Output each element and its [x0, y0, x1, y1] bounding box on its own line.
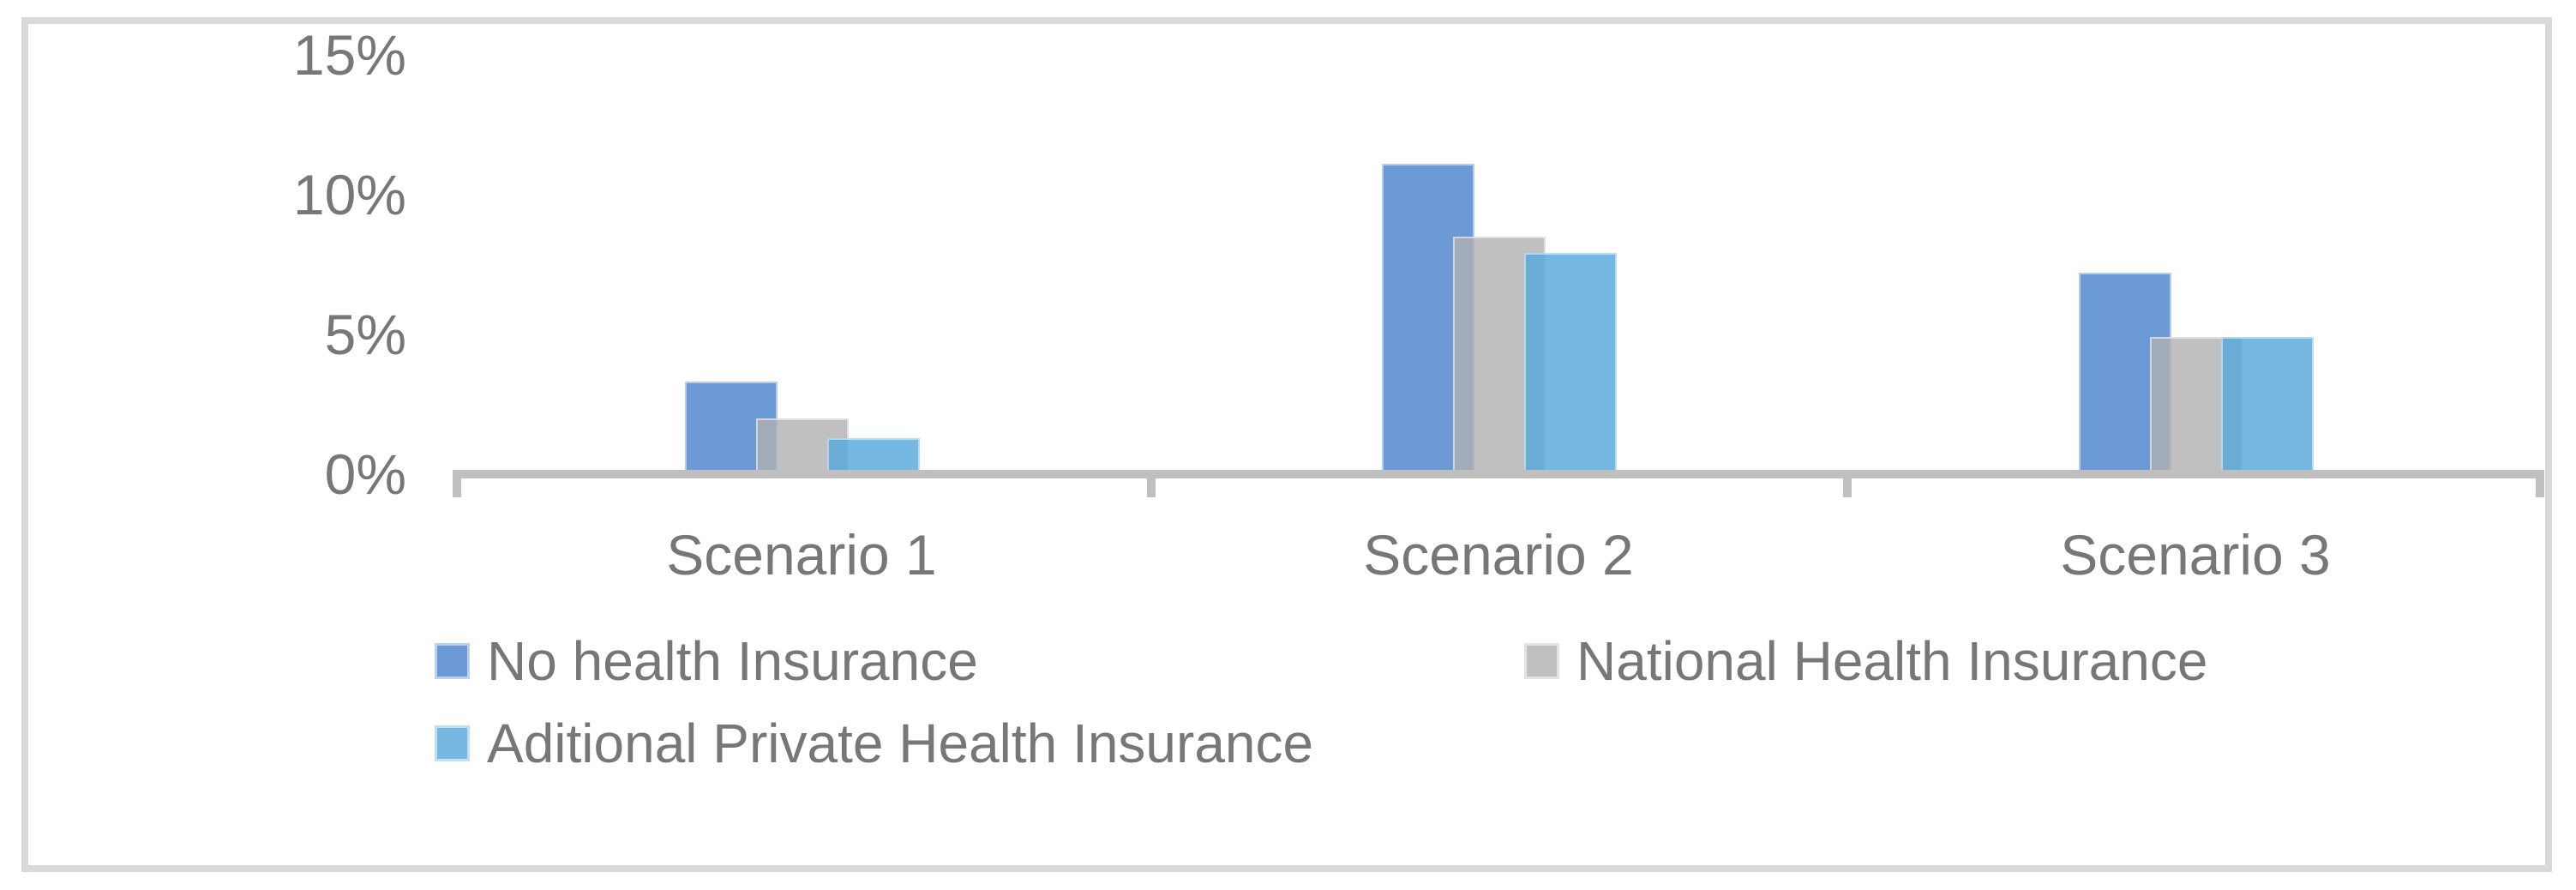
bar-scenario-3-series-2 — [2221, 337, 2314, 477]
legend-item-aditional-private-health-insurance: Aditional Private Health Insurance — [435, 713, 1314, 774]
y-axis-tick-label-0: 0% — [324, 442, 406, 506]
x-axis-tick — [1147, 470, 1156, 497]
legend-label-national-health-insurance: National Health Insurance — [1576, 630, 2208, 692]
legend-item-national-health-insurance: National Health Insurance — [1524, 630, 2208, 692]
category-label-scenario-1: Scenario 1 — [666, 523, 937, 586]
category-label-scenario-3: Scenario 3 — [2060, 523, 2331, 586]
y-axis-tick-label-15: 15% — [292, 23, 406, 87]
legend-label-aditional-private-health-insurance: Aditional Private Health Insurance — [487, 713, 1314, 774]
legend-swatch-national-health-insurance — [1524, 643, 1559, 679]
legend-swatch-no-health-insurance — [435, 643, 470, 679]
category-label-scenario-2: Scenario 2 — [1363, 523, 1634, 586]
bar-scenario-2-series-2 — [1524, 253, 1617, 477]
x-axis-tick — [453, 470, 461, 497]
legend-item-no-health-insurance: No health Insurance — [435, 630, 978, 692]
legend-swatch-aditional-private-health-insurance — [435, 725, 470, 761]
x-axis-tick — [1843, 470, 1852, 497]
legend-label-no-health-insurance: No health Insurance — [487, 630, 978, 692]
y-axis-tick-label-10: 10% — [292, 163, 406, 226]
chart-outer-border — [21, 17, 2552, 872]
y-axis-tick-label-5: 5% — [324, 303, 406, 366]
x-axis-tick — [2536, 470, 2544, 497]
x-axis-line — [453, 470, 2544, 478]
